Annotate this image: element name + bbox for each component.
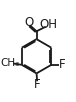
Text: F: F [34, 78, 41, 91]
Text: CH₃: CH₃ [0, 58, 19, 68]
Text: OH: OH [40, 18, 58, 31]
Text: F: F [59, 58, 66, 71]
Text: O: O [24, 16, 33, 29]
